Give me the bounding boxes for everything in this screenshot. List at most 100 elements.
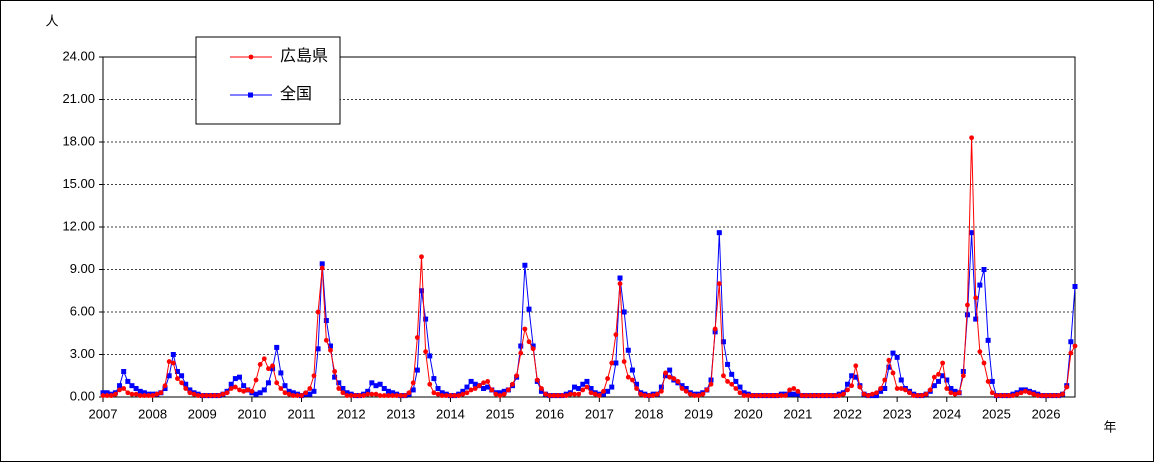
point	[853, 374, 859, 380]
point	[1031, 391, 1037, 397]
legend-label: 全国	[280, 85, 312, 103]
point	[410, 387, 416, 393]
point	[501, 388, 507, 394]
y-tick-label: 24.00	[62, 48, 95, 63]
point	[1056, 393, 1061, 398]
point	[195, 393, 201, 398]
point	[282, 390, 288, 396]
point	[311, 388, 317, 394]
point	[580, 381, 586, 387]
point	[539, 386, 544, 391]
point	[965, 302, 970, 308]
point	[754, 393, 759, 398]
point	[903, 387, 908, 393]
point	[423, 349, 429, 355]
point	[737, 384, 743, 390]
point	[948, 390, 954, 396]
point	[410, 380, 416, 386]
point	[799, 393, 805, 398]
point	[894, 354, 900, 360]
point	[245, 387, 251, 393]
point	[1027, 390, 1032, 396]
y-tick-label: 0.00	[70, 388, 95, 403]
point	[435, 391, 441, 397]
point	[989, 378, 995, 384]
point	[683, 388, 689, 394]
point	[1039, 393, 1045, 398]
point	[770, 393, 776, 398]
point	[100, 393, 106, 398]
point	[497, 393, 503, 398]
point	[605, 376, 611, 381]
point	[472, 386, 478, 391]
point	[365, 391, 371, 397]
point	[683, 386, 689, 391]
point	[849, 383, 855, 389]
x-tick-label: 2025	[982, 406, 1011, 421]
point	[208, 393, 213, 398]
point	[1002, 393, 1008, 398]
point	[1051, 393, 1057, 398]
point	[969, 230, 975, 236]
point	[336, 386, 342, 391]
point	[977, 282, 983, 288]
point	[460, 391, 466, 397]
point	[927, 387, 933, 393]
x-tick-label: 2017	[585, 406, 614, 421]
point	[803, 393, 809, 398]
point	[745, 393, 751, 398]
point	[448, 393, 453, 398]
point	[323, 318, 329, 323]
x-tick-label: 2022	[833, 406, 862, 421]
point	[253, 391, 259, 397]
point	[534, 377, 540, 383]
point	[944, 386, 950, 391]
point	[758, 393, 764, 398]
legend-marker	[248, 92, 253, 98]
point	[584, 378, 590, 384]
point	[580, 387, 586, 393]
point	[443, 393, 449, 398]
point	[133, 391, 139, 397]
point	[1010, 393, 1016, 398]
point	[493, 391, 499, 397]
point	[220, 391, 226, 397]
point	[816, 393, 821, 398]
point	[261, 356, 267, 362]
point	[663, 370, 668, 376]
point	[286, 388, 292, 394]
point	[600, 391, 606, 397]
point	[646, 393, 652, 398]
point	[956, 390, 962, 396]
y-tick-label: 3.00	[70, 346, 95, 361]
point	[1043, 393, 1049, 398]
point	[898, 377, 904, 383]
x-axis-title: 年	[1103, 419, 1116, 434]
x-tick-label: 2021	[783, 406, 812, 421]
point	[278, 386, 284, 391]
point	[936, 378, 942, 384]
point	[940, 360, 946, 366]
point	[485, 379, 491, 384]
point	[237, 387, 242, 393]
point	[108, 393, 114, 398]
point	[373, 391, 379, 397]
point	[179, 373, 185, 379]
point	[319, 265, 325, 271]
point	[725, 379, 730, 384]
point	[175, 376, 180, 381]
point	[882, 377, 888, 383]
point	[394, 393, 400, 398]
point	[439, 390, 445, 396]
point	[894, 386, 900, 391]
point	[919, 393, 925, 398]
point	[783, 393, 788, 398]
point	[1047, 393, 1053, 398]
point	[468, 387, 474, 393]
x-tick-label: 2026	[1032, 406, 1061, 421]
point	[601, 388, 606, 394]
point	[634, 381, 640, 387]
point	[390, 393, 395, 398]
point	[369, 380, 375, 386]
